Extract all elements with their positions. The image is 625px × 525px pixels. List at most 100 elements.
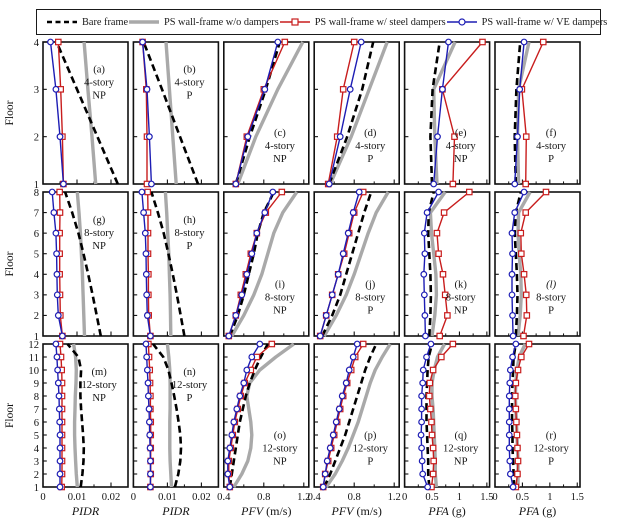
- ve-damper-marker: [261, 209, 269, 216]
- x-tick-label: 1.2: [388, 492, 401, 503]
- steel-damper-marker: [439, 270, 447, 278]
- subplot-j: (j) 8-story P: [313, 188, 401, 340]
- ve-damper-marker: [240, 379, 248, 387]
- ve-damper-marker: [54, 366, 62, 374]
- subplot-tag: (n): [183, 367, 196, 378]
- subplot-story-label: 8-story: [265, 292, 296, 303]
- series-bare-line: [63, 191, 103, 337]
- ve-damper-marker: [144, 392, 152, 400]
- ve-damper-marker: [508, 229, 516, 237]
- ve-damper-marker: [353, 340, 361, 348]
- ve-damper-marker: [236, 392, 244, 400]
- ve-damper-marker: [56, 470, 64, 478]
- subplot-tag: (h): [183, 215, 196, 226]
- x-tick-label: 0: [40, 492, 45, 503]
- floor-tick-label: 1: [34, 483, 39, 494]
- floor-tick-label: 3: [34, 85, 39, 96]
- subplot-tag: (m): [91, 367, 107, 378]
- series-bare-line: [426, 191, 435, 337]
- ve-damper-marker: [322, 312, 330, 319]
- ve-damper-marker: [274, 38, 282, 46]
- legend-label: Bare frame: [82, 16, 129, 28]
- ve-damper-marker: [142, 250, 150, 258]
- ve-damper-marker: [139, 38, 146, 46]
- steel-damper-marker: [438, 353, 445, 361]
- ve-damper-marker: [419, 379, 427, 387]
- subplot-tag: (l): [546, 279, 556, 290]
- subplot-story-label: 12-story: [443, 444, 479, 455]
- ve-damper-marker: [225, 332, 233, 340]
- steel-damper-marker: [542, 188, 550, 196]
- steel-damper-marker: [518, 353, 525, 361]
- floor-tick-label: 8: [34, 188, 39, 199]
- x-tick-label: 0: [402, 492, 407, 503]
- steel-damper-marker: [278, 188, 286, 196]
- x-tick-label: 0.4: [308, 492, 322, 503]
- subplot-story-label: 12-story: [533, 444, 569, 455]
- series-bare-line: [323, 343, 378, 488]
- ve-damper-marker: [141, 229, 149, 237]
- ve-damper-marker: [47, 38, 54, 46]
- series-wo-line: [516, 191, 532, 337]
- steel-damper-marker: [520, 270, 528, 278]
- ve-damper-marker: [316, 332, 324, 340]
- ve-damper-marker: [434, 133, 441, 141]
- steel-damper-marker: [426, 379, 434, 387]
- series-steel-line: [57, 41, 65, 185]
- subplot-tag: (c): [274, 128, 286, 139]
- x-tick-label: 0.5: [516, 492, 529, 503]
- ve-damper-marker: [232, 312, 240, 319]
- ve-damper-marker: [142, 340, 150, 348]
- series-wo-line: [324, 343, 392, 488]
- steel-damper-marker: [428, 431, 436, 439]
- ve-damper-marker: [344, 229, 352, 237]
- ve-damper-marker: [329, 431, 337, 439]
- steel-damper-marker: [425, 392, 433, 400]
- ve-damper-marker: [53, 291, 61, 299]
- ve-damper-marker: [505, 431, 513, 439]
- steel-damper-marker: [466, 188, 473, 196]
- series-steel-line: [441, 41, 484, 185]
- subplot-tag: (q): [455, 431, 468, 442]
- plot-border: [223, 41, 310, 185]
- ve-damper-marker: [349, 353, 357, 361]
- x-axis-title: PIDR: [161, 504, 190, 518]
- ve-damper-marker: [143, 291, 151, 299]
- legend-item-bare-frame: Bare frame: [46, 16, 128, 28]
- ve-damper-marker: [256, 340, 264, 348]
- subplot-story-label: 12-story: [353, 444, 389, 455]
- subplot-story-label: 8-story: [355, 292, 386, 303]
- ve-damper-marker: [145, 405, 153, 413]
- ve-damper-marker: [243, 270, 251, 278]
- series-wo-line: [82, 41, 98, 185]
- ve-damper-marker: [418, 457, 426, 465]
- ve-damper-marker: [422, 332, 429, 340]
- ve-damper-marker: [228, 431, 236, 439]
- ve-damper-marker: [509, 250, 516, 258]
- plot-border: [494, 41, 581, 185]
- ve-damper-marker: [321, 470, 329, 478]
- steel-damper-marker: [513, 418, 520, 426]
- steel-damper-marker: [523, 312, 531, 319]
- steel-damper-marker: [436, 332, 443, 340]
- ve-damper-marker: [334, 270, 342, 278]
- series-ve-line: [55, 343, 61, 487]
- ve-damper-marker: [511, 209, 519, 216]
- steel-damper-marker: [512, 405, 520, 413]
- subplot-condition-label: NP: [92, 393, 106, 404]
- ve-damper-marker: [56, 457, 64, 465]
- x-tick-label: 0: [492, 492, 497, 503]
- floor-tick-label: 2: [34, 132, 39, 143]
- ve-damper-marker: [420, 270, 428, 278]
- steel-damper-marker: [350, 38, 358, 46]
- ve-damper-marker: [435, 188, 443, 196]
- ve-damper-marker: [146, 457, 154, 465]
- ve-damper-marker: [336, 133, 344, 141]
- ve-damper-marker: [506, 366, 514, 374]
- steel-damper-marker: [427, 405, 434, 413]
- ve-damper-marker: [445, 38, 452, 46]
- series-ve-line: [141, 191, 152, 337]
- ve-damper-marker: [514, 133, 521, 141]
- subplot-p: (p) 12-story P 0.4 0.8 1.2 PFV (m/s): [308, 340, 401, 518]
- ve-damper-marker: [143, 312, 151, 319]
